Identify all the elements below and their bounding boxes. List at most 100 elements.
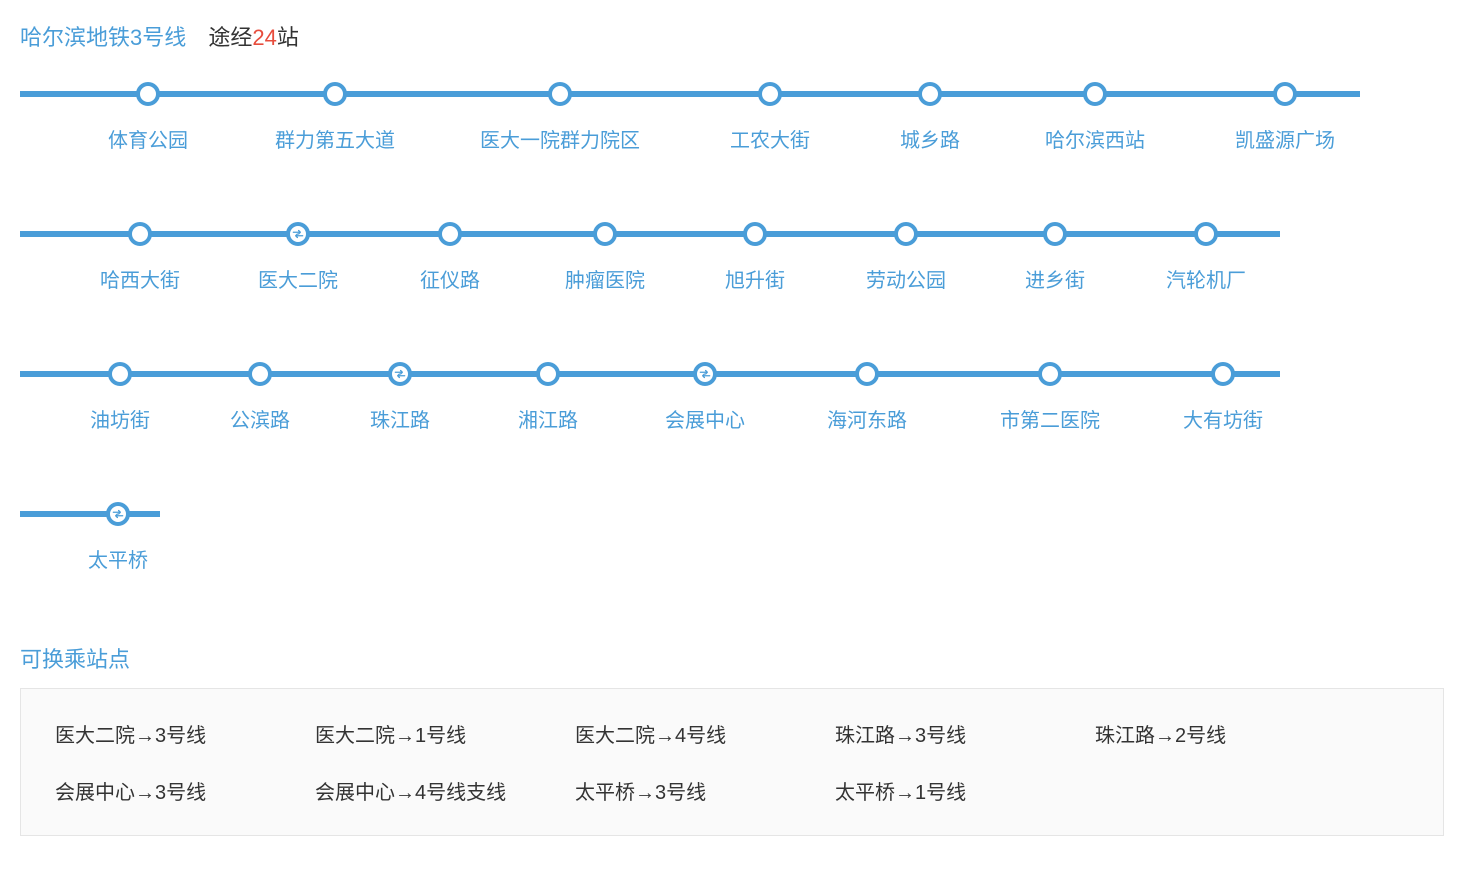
transfer-icon [291, 227, 305, 241]
station[interactable]: 医大二院 [238, 222, 358, 293]
station-marker[interactable] [855, 362, 879, 386]
station[interactable]: 旭升街 [705, 222, 805, 293]
transfer-icon [393, 367, 407, 381]
station-marker[interactable] [758, 82, 782, 106]
station[interactable]: 群力第五大道 [260, 82, 410, 153]
station[interactable]: 会展中心 [645, 362, 765, 433]
station[interactable]: 肿瘤医院 [545, 222, 665, 293]
station-marker[interactable] [323, 82, 347, 106]
station[interactable]: 劳动公园 [846, 222, 966, 293]
station-marker[interactable] [1043, 222, 1067, 246]
station[interactable]: 太平桥 [68, 502, 168, 573]
transfer-section-title: 可换乘站点 [20, 642, 1444, 674]
station-name[interactable]: 医大二院 [238, 264, 358, 293]
station-name[interactable]: 湘江路 [498, 404, 598, 433]
transfer-item[interactable]: 太平桥→1号线 [835, 776, 1095, 805]
station[interactable]: 海河东路 [807, 362, 927, 433]
header: 哈尔滨地铁3号线 途经24站 [20, 20, 1444, 52]
station-name[interactable]: 哈尔滨西站 [1030, 124, 1160, 153]
station[interactable]: 体育公园 [88, 82, 208, 153]
station-name[interactable]: 会展中心 [645, 404, 765, 433]
station-marker[interactable] [1211, 362, 1235, 386]
station-name[interactable]: 体育公园 [88, 124, 208, 153]
station-marker[interactable] [743, 222, 767, 246]
stations-wrap: 哈西大街 医大二院 征仪路 肿瘤医院 旭升街 劳动公园 进乡街 汽轮机厂 [20, 222, 1444, 292]
station[interactable]: 哈西大街 [80, 222, 200, 293]
station[interactable]: 大有坊街 [1163, 362, 1283, 433]
station[interactable]: 医大一院群力院区 [460, 82, 660, 153]
station-name[interactable]: 城乡路 [880, 124, 980, 153]
transfer-icon [698, 367, 712, 381]
station-row: 油坊街 公滨路 珠江路 湘江路 会展中心 海河东路 市第二医院 大有坊街 [20, 362, 1444, 432]
station[interactable]: 凯盛源广场 [1220, 82, 1350, 153]
stations-wrap: 太平桥 [20, 502, 1444, 572]
station[interactable]: 公滨路 [210, 362, 310, 433]
station-name[interactable]: 汽轮机厂 [1146, 264, 1266, 293]
station-marker-transfer[interactable] [693, 362, 717, 386]
station-marker[interactable] [536, 362, 560, 386]
transfer-item[interactable]: 医大二院→4号线 [575, 719, 835, 748]
station-map: 体育公园 群力第五大道 医大一院群力院区 工农大街 城乡路 哈尔滨西站 凯盛源广场哈西大街 医… [20, 82, 1444, 572]
transfer-icon [111, 507, 125, 521]
station-marker[interactable] [248, 362, 272, 386]
station[interactable]: 进乡街 [1005, 222, 1105, 293]
station-marker[interactable] [1273, 82, 1297, 106]
transfer-item[interactable]: 医大二院→1号线 [315, 719, 575, 748]
transfer-item[interactable]: 太平桥→3号线 [575, 776, 835, 805]
station-marker[interactable] [136, 82, 160, 106]
station-marker[interactable] [128, 222, 152, 246]
station-count: 24 [252, 25, 276, 50]
station[interactable]: 市第二医院 [980, 362, 1120, 433]
stations-wrap: 体育公园 群力第五大道 医大一院群力院区 工农大街 城乡路 哈尔滨西站 凯盛源广场 [20, 82, 1444, 152]
via-text: 途经 [208, 25, 252, 50]
station-name[interactable]: 太平桥 [68, 544, 168, 573]
stations-wrap: 油坊街 公滨路 珠江路 湘江路 会展中心 海河东路 市第二医院 大有坊街 [20, 362, 1444, 432]
station-marker[interactable] [1038, 362, 1062, 386]
station-marker[interactable] [1194, 222, 1218, 246]
station-marker-transfer[interactable] [388, 362, 412, 386]
transfer-item[interactable]: 医大二院→3号线 [55, 719, 315, 748]
station-marker-transfer[interactable] [106, 502, 130, 526]
station[interactable]: 征仪路 [400, 222, 500, 293]
station-marker[interactable] [548, 82, 572, 106]
transfer-item[interactable]: 会展中心→3号线 [55, 776, 315, 805]
station-name[interactable]: 医大一院群力院区 [460, 124, 660, 153]
station-name[interactable]: 海河东路 [807, 404, 927, 433]
station[interactable]: 油坊街 [70, 362, 170, 433]
station-marker-transfer[interactable] [286, 222, 310, 246]
station-name[interactable]: 哈西大街 [80, 264, 200, 293]
station-name[interactable]: 凯盛源广场 [1220, 124, 1350, 153]
via-suffix: 站 [277, 25, 299, 50]
station-name[interactable]: 肿瘤医院 [545, 264, 665, 293]
station-marker[interactable] [918, 82, 942, 106]
station-marker[interactable] [593, 222, 617, 246]
station-name[interactable]: 劳动公园 [846, 264, 966, 293]
station-marker[interactable] [108, 362, 132, 386]
station[interactable]: 哈尔滨西站 [1030, 82, 1160, 153]
station-name[interactable]: 工农大街 [710, 124, 830, 153]
transfer-item[interactable]: 会展中心→4号线支线 [315, 776, 575, 805]
transfer-box: 医大二院→3号线医大二院→1号线医大二院→4号线珠江路→3号线珠江路→2号线会展… [20, 688, 1444, 836]
transfer-item[interactable]: 珠江路→2号线 [1095, 719, 1355, 748]
station-row: 体育公园 群力第五大道 医大一院群力院区 工农大街 城乡路 哈尔滨西站 凯盛源广场 [20, 82, 1444, 152]
station-marker[interactable] [1083, 82, 1107, 106]
station[interactable]: 珠江路 [350, 362, 450, 433]
station[interactable]: 湘江路 [498, 362, 598, 433]
station-marker[interactable] [438, 222, 462, 246]
station-name[interactable]: 群力第五大道 [260, 124, 410, 153]
station[interactable]: 汽轮机厂 [1146, 222, 1266, 293]
station-row: 太平桥 [20, 502, 1444, 572]
station[interactable]: 工农大街 [710, 82, 830, 153]
station-name[interactable]: 旭升街 [705, 264, 805, 293]
station[interactable]: 城乡路 [880, 82, 980, 153]
station-name[interactable]: 油坊街 [70, 404, 170, 433]
station-name[interactable]: 市第二医院 [980, 404, 1120, 433]
line-name[interactable]: 哈尔滨地铁3号线 [20, 25, 186, 50]
station-marker[interactable] [894, 222, 918, 246]
station-name[interactable]: 公滨路 [210, 404, 310, 433]
station-name[interactable]: 进乡街 [1005, 264, 1105, 293]
transfer-item[interactable]: 珠江路→3号线 [835, 719, 1095, 748]
station-name[interactable]: 征仪路 [400, 264, 500, 293]
station-name[interactable]: 珠江路 [350, 404, 450, 433]
station-name[interactable]: 大有坊街 [1163, 404, 1283, 433]
